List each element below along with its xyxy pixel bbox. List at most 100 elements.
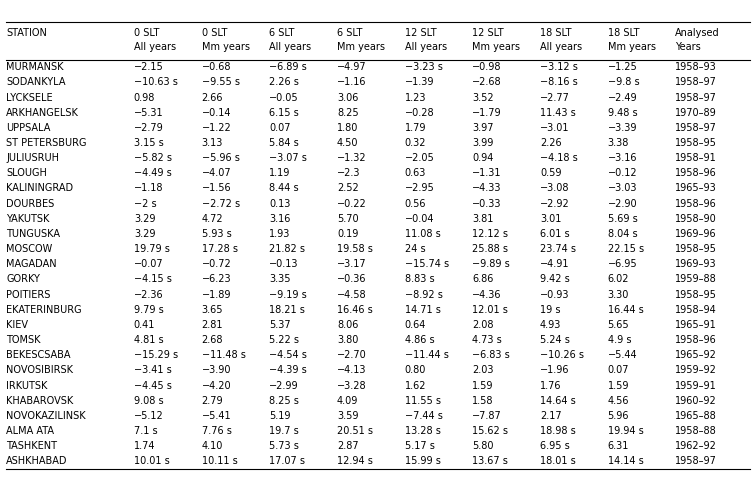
Text: 1965–91: 1965–91	[675, 320, 717, 330]
Text: 8.25: 8.25	[337, 108, 359, 118]
Text: −3.08: −3.08	[540, 183, 569, 193]
Text: 7.1 s: 7.1 s	[134, 426, 157, 436]
Text: YAKUTSK: YAKUTSK	[6, 214, 50, 224]
Text: 4.86 s: 4.86 s	[405, 335, 434, 345]
Text: −11.44 s: −11.44 s	[405, 350, 448, 360]
Text: 2.81: 2.81	[202, 320, 223, 330]
Text: 18 SLT: 18 SLT	[608, 28, 639, 38]
Text: 18.01 s: 18.01 s	[540, 456, 576, 466]
Text: −0.12: −0.12	[608, 168, 637, 178]
Text: 1.80: 1.80	[337, 123, 358, 133]
Text: 1958–95: 1958–95	[675, 290, 717, 300]
Text: −11.48 s: −11.48 s	[202, 350, 245, 360]
Text: −3.17: −3.17	[337, 259, 366, 269]
Text: −2 s: −2 s	[134, 199, 156, 209]
Text: 4.09: 4.09	[337, 396, 358, 406]
Text: 1958–96: 1958–96	[675, 335, 717, 345]
Text: 18.21 s: 18.21 s	[269, 305, 305, 315]
Text: ST PETERSBURG: ST PETERSBURG	[6, 138, 86, 148]
Text: −4.20: −4.20	[202, 381, 231, 391]
Text: 5.73 s: 5.73 s	[269, 441, 299, 451]
Text: 1958–97: 1958–97	[675, 456, 717, 466]
Text: −0.13: −0.13	[269, 259, 299, 269]
Text: 6.02: 6.02	[608, 274, 629, 284]
Text: Analysed: Analysed	[675, 28, 720, 38]
Text: 9.42 s: 9.42 s	[540, 274, 570, 284]
Text: −5.31: −5.31	[134, 108, 163, 118]
Text: −3.12 s: −3.12 s	[540, 62, 578, 72]
Text: GORKY: GORKY	[6, 274, 40, 284]
Text: −2.79: −2.79	[134, 123, 164, 133]
Text: 4.9 s: 4.9 s	[608, 335, 631, 345]
Text: TOMSK: TOMSK	[6, 335, 41, 345]
Text: 0 SLT: 0 SLT	[202, 28, 227, 38]
Text: 5.24 s: 5.24 s	[540, 335, 570, 345]
Text: 11.55 s: 11.55 s	[405, 396, 441, 406]
Text: −15.29 s: −15.29 s	[134, 350, 178, 360]
Text: 25.88 s: 25.88 s	[472, 244, 508, 254]
Text: −6.89 s: −6.89 s	[269, 62, 307, 72]
Text: 1.58: 1.58	[472, 396, 494, 406]
Text: 7.76 s: 7.76 s	[202, 426, 232, 436]
Text: 19.94 s: 19.94 s	[608, 426, 644, 436]
Text: −4.49 s: −4.49 s	[134, 168, 171, 178]
Text: −0.04: −0.04	[405, 214, 434, 224]
Text: −2.72 s: −2.72 s	[202, 199, 240, 209]
Text: 8.25 s: 8.25 s	[269, 396, 299, 406]
Text: Mm years: Mm years	[202, 42, 250, 52]
Text: 15.62 s: 15.62 s	[472, 426, 508, 436]
Text: 13.67 s: 13.67 s	[472, 456, 508, 466]
Text: 2.26 s: 2.26 s	[269, 78, 299, 87]
Text: −2.92: −2.92	[540, 199, 570, 209]
Text: −4.91: −4.91	[540, 259, 569, 269]
Text: 6.31: 6.31	[608, 441, 629, 451]
Text: 3.30: 3.30	[608, 290, 629, 300]
Text: −1.32: −1.32	[337, 153, 366, 163]
Text: −4.07: −4.07	[202, 168, 231, 178]
Text: 5.93 s: 5.93 s	[202, 229, 232, 239]
Text: 1958–97: 1958–97	[675, 123, 717, 133]
Text: EKATERINBURG: EKATERINBURG	[6, 305, 82, 315]
Text: −6.95: −6.95	[608, 259, 637, 269]
Text: −1.79: −1.79	[472, 108, 502, 118]
Text: 1958–91: 1958–91	[675, 153, 717, 163]
Text: 6.01 s: 6.01 s	[540, 229, 569, 239]
Text: 3.01: 3.01	[540, 214, 561, 224]
Text: −3.03: −3.03	[608, 183, 637, 193]
Text: 1958–93: 1958–93	[675, 62, 717, 72]
Text: 11.08 s: 11.08 s	[405, 229, 441, 239]
Text: 8.44 s: 8.44 s	[269, 183, 299, 193]
Text: 19 s: 19 s	[540, 305, 560, 315]
Text: 14.14 s: 14.14 s	[608, 456, 644, 466]
Text: 16.46 s: 16.46 s	[337, 305, 373, 315]
Text: 3.13: 3.13	[202, 138, 223, 148]
Text: −2.77: −2.77	[540, 92, 570, 102]
Text: 1.23: 1.23	[405, 92, 426, 102]
Text: −5.82 s: −5.82 s	[134, 153, 172, 163]
Text: 6.95 s: 6.95 s	[540, 441, 570, 451]
Text: −0.72: −0.72	[202, 259, 232, 269]
Text: TUNGUSKA: TUNGUSKA	[6, 229, 60, 239]
Text: 3.15 s: 3.15 s	[134, 138, 164, 148]
Text: Mm years: Mm years	[608, 42, 656, 52]
Text: 3.35: 3.35	[269, 274, 291, 284]
Text: 3.29: 3.29	[134, 214, 156, 224]
Text: −5.44: −5.44	[608, 350, 637, 360]
Text: 8.06: 8.06	[337, 320, 358, 330]
Text: 0.07: 0.07	[608, 365, 629, 375]
Text: 3.97: 3.97	[472, 123, 494, 133]
Text: 2.03: 2.03	[472, 365, 494, 375]
Text: 2.66: 2.66	[202, 92, 223, 102]
Text: MOSCOW: MOSCOW	[6, 244, 53, 254]
Text: 1959–91: 1959–91	[675, 381, 717, 391]
Text: 17.28 s: 17.28 s	[202, 244, 238, 254]
Text: −15.74 s: −15.74 s	[405, 259, 449, 269]
Text: −0.68: −0.68	[202, 62, 231, 72]
Text: 3.59: 3.59	[337, 411, 359, 421]
Text: −5.96 s: −5.96 s	[202, 153, 239, 163]
Text: 1.19: 1.19	[269, 168, 290, 178]
Text: 5.80: 5.80	[472, 441, 494, 451]
Text: 12.94 s: 12.94 s	[337, 456, 373, 466]
Text: −4.54 s: −4.54 s	[269, 350, 307, 360]
Text: −9.19 s: −9.19 s	[269, 290, 307, 300]
